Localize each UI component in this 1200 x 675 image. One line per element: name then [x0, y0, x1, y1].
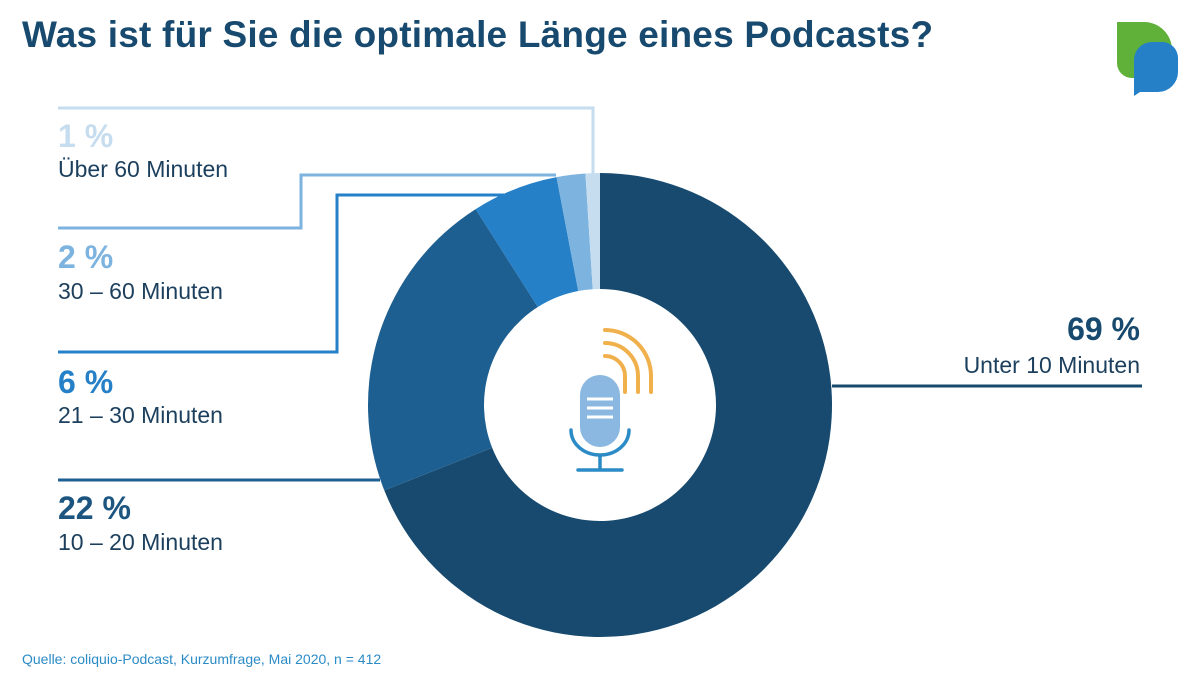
logo-blue-bubble [1134, 42, 1178, 96]
donut-slice-2 [475, 177, 579, 308]
mic-capsule [580, 375, 620, 447]
microphone-icon [569, 328, 653, 472]
donut-slice-1 [368, 209, 538, 491]
pct-30-60: 2 % [58, 239, 114, 275]
leader-lines [58, 106, 1142, 482]
leader-21-30 [58, 193, 504, 354]
sound-wave-outer [603, 328, 653, 394]
speech-bubble-logo-icon [1117, 22, 1178, 96]
donut-slices [368, 173, 833, 637]
label-unter-10: Unter 10 Minuten [963, 352, 1140, 378]
pct-ueber-60: 1 % [58, 118, 114, 154]
leader-ueber-60 [58, 106, 595, 176]
mic-yoke [569, 428, 631, 457]
donut-slice-4 [585, 173, 600, 290]
sound-wave-inner [603, 354, 627, 394]
pct-unter-10: 69 % [1067, 311, 1140, 347]
pct-10-20: 22 % [58, 490, 131, 526]
pct-21-30: 6 % [58, 364, 114, 400]
label-21-30: 21 – 30 Minuten [58, 402, 223, 428]
source-note: Quelle: coliquio-Podcast, Kurzumfrage, M… [22, 651, 382, 667]
donut-slice-0 [384, 173, 833, 637]
sound-wave-middle [603, 341, 640, 394]
label-30-60: 30 – 60 Minuten [58, 278, 223, 304]
chart-title: Was ist für Sie die optimale Länge eines… [22, 14, 934, 55]
label-ueber-60: Über 60 Minuten [58, 156, 229, 182]
donut-slice-3 [556, 173, 593, 292]
leader-30-60 [58, 173, 556, 230]
label-10-20: 10 – 20 Minuten [58, 529, 223, 555]
